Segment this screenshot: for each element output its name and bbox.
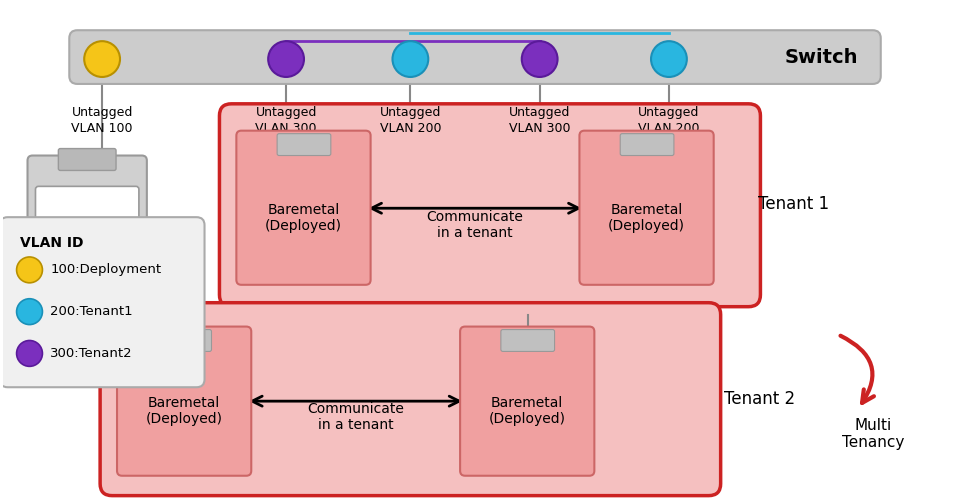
Text: 100:Deployment: 100:Deployment — [51, 264, 162, 276]
Circle shape — [16, 257, 42, 283]
Text: VLAN ID: VLAN ID — [19, 236, 83, 250]
Text: Switch: Switch — [785, 48, 857, 66]
Text: Baremetal
(Deployed): Baremetal (Deployed) — [146, 396, 222, 426]
FancyBboxPatch shape — [219, 104, 761, 306]
Text: Tenant 1: Tenant 1 — [759, 196, 830, 214]
Circle shape — [651, 41, 687, 77]
Text: Baremetal
(Deployed): Baremetal (Deployed) — [608, 202, 685, 233]
Text: 300:Tenant2: 300:Tenant2 — [51, 347, 133, 360]
FancyArrowPatch shape — [840, 336, 874, 403]
Text: Communicate
in a tenant: Communicate in a tenant — [308, 402, 404, 432]
FancyBboxPatch shape — [28, 156, 147, 275]
Text: Multi
Tenancy: Multi Tenancy — [842, 418, 904, 450]
Circle shape — [84, 41, 120, 77]
Text: Baremetal
(Deployed): Baremetal (Deployed) — [265, 202, 342, 233]
Text: Untagged
VLAN 300: Untagged VLAN 300 — [509, 106, 570, 135]
Text: Untagged
VLAN 200: Untagged VLAN 200 — [379, 106, 441, 135]
Circle shape — [16, 340, 42, 366]
FancyBboxPatch shape — [69, 30, 880, 84]
FancyBboxPatch shape — [580, 130, 714, 285]
Text: Baremetal
(Deployed): Baremetal (Deployed) — [489, 396, 566, 426]
FancyBboxPatch shape — [101, 302, 720, 496]
FancyBboxPatch shape — [237, 130, 371, 285]
Circle shape — [522, 41, 558, 77]
Text: Untagged
VLAN 300: Untagged VLAN 300 — [256, 106, 317, 135]
Circle shape — [268, 41, 304, 77]
Text: Communicate
in a tenant: Communicate in a tenant — [426, 210, 523, 240]
FancyBboxPatch shape — [158, 330, 212, 351]
FancyBboxPatch shape — [35, 186, 139, 267]
Text: 200:Tenant1: 200:Tenant1 — [51, 305, 133, 318]
FancyBboxPatch shape — [501, 330, 555, 351]
FancyBboxPatch shape — [58, 148, 116, 171]
Text: Untagged
VLAN 100: Untagged VLAN 100 — [71, 106, 133, 135]
FancyBboxPatch shape — [0, 217, 205, 387]
FancyBboxPatch shape — [277, 134, 331, 156]
Text: Ironic: Ironic — [60, 218, 114, 236]
FancyBboxPatch shape — [117, 326, 251, 476]
Text: Untagged
VLAN 200: Untagged VLAN 200 — [638, 106, 699, 135]
FancyBboxPatch shape — [460, 326, 594, 476]
Circle shape — [393, 41, 428, 77]
Circle shape — [16, 298, 42, 324]
Text: Tenant 2: Tenant 2 — [723, 390, 795, 408]
FancyBboxPatch shape — [620, 134, 673, 156]
